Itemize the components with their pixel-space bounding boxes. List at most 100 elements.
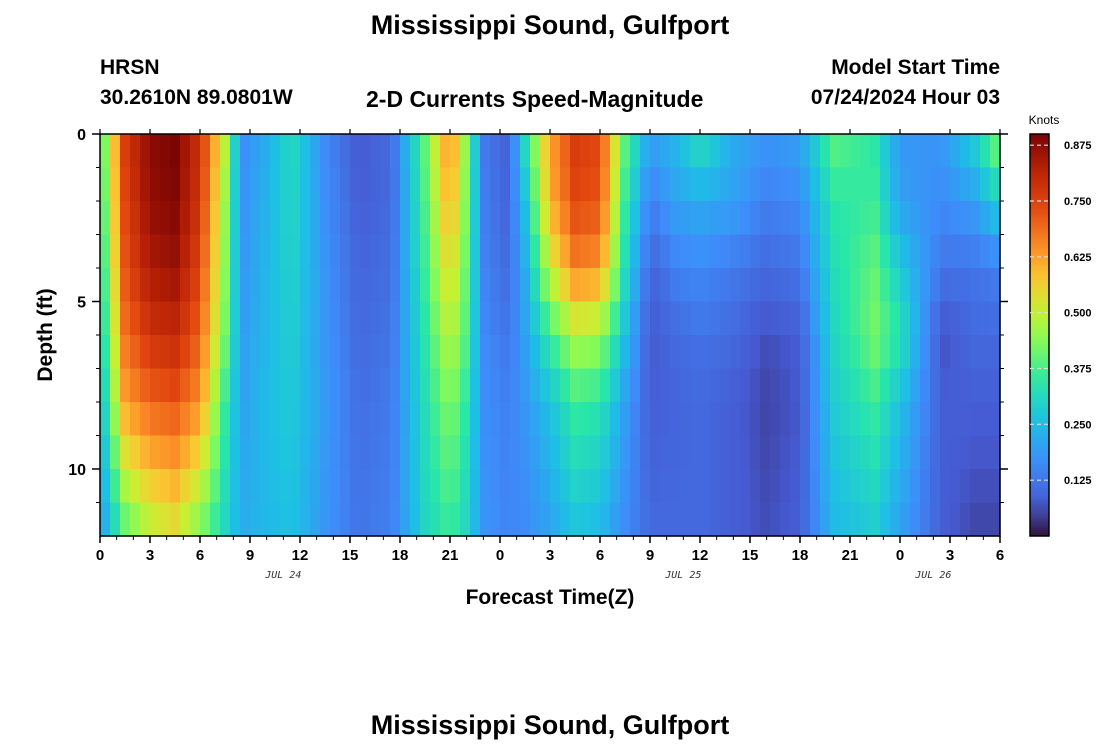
heatmap-cell bbox=[410, 167, 421, 202]
heatmap-cell bbox=[790, 402, 801, 437]
heatmap-cell bbox=[440, 301, 451, 336]
heatmap-cell bbox=[320, 368, 331, 403]
heatmap-cell bbox=[250, 368, 261, 403]
heatmap-cell bbox=[850, 234, 861, 269]
heatmap-cell bbox=[340, 301, 351, 336]
heatmap-cell bbox=[500, 502, 511, 537]
heatmap-cell bbox=[270, 167, 281, 202]
heatmap-cell bbox=[940, 435, 951, 470]
heatmap-cell bbox=[830, 502, 841, 537]
heatmap-cell bbox=[880, 134, 891, 169]
heatmap-cell bbox=[930, 301, 941, 336]
heatmap-cell bbox=[530, 268, 541, 303]
heatmap-cell bbox=[640, 469, 651, 504]
heatmap-cell bbox=[760, 402, 771, 437]
heatmap-cell bbox=[240, 234, 251, 269]
heatmap-cell bbox=[230, 134, 241, 169]
heatmap-cell bbox=[310, 435, 321, 470]
heatmap-cell bbox=[880, 335, 891, 370]
heatmap-cell bbox=[710, 301, 721, 336]
heatmap-cell bbox=[330, 301, 341, 336]
heatmap-cell bbox=[240, 134, 251, 169]
heatmap-cell bbox=[210, 301, 221, 336]
heatmap-cell bbox=[720, 134, 731, 169]
heatmap-cell bbox=[920, 402, 931, 437]
heatmap-cell bbox=[110, 301, 121, 336]
heatmap-cell bbox=[750, 402, 761, 437]
heatmap-cell bbox=[230, 335, 241, 370]
colorbar-label: Knots bbox=[1029, 113, 1060, 127]
heatmap-cell bbox=[840, 368, 851, 403]
heatmap-cell bbox=[300, 201, 311, 236]
heatmap-cell bbox=[930, 335, 941, 370]
heatmap-cell bbox=[740, 167, 751, 202]
heatmap-cell bbox=[810, 368, 821, 403]
colorbar-tick-label: 0.500 bbox=[1064, 308, 1092, 320]
heatmap-cell bbox=[270, 402, 281, 437]
heatmap-cell bbox=[680, 435, 691, 470]
heatmap-cell bbox=[220, 335, 231, 370]
heatmap-cell bbox=[540, 234, 551, 269]
heatmap-cell bbox=[550, 502, 561, 537]
heatmap-cell bbox=[520, 234, 531, 269]
heatmap-cell bbox=[610, 201, 621, 236]
heatmap-cell bbox=[110, 167, 121, 202]
heatmap-cell bbox=[420, 502, 431, 537]
heatmap-cell bbox=[300, 167, 311, 202]
y-tick-label: 0 bbox=[77, 127, 86, 144]
heatmap-cell bbox=[840, 435, 851, 470]
heatmap-cell bbox=[860, 435, 871, 470]
heatmap-cell bbox=[400, 234, 411, 269]
heatmap-cell bbox=[200, 335, 211, 370]
heatmap-cell bbox=[500, 201, 511, 236]
heatmap-cell bbox=[990, 469, 1001, 504]
heatmap-cell bbox=[430, 234, 441, 269]
heatmap-cell bbox=[760, 469, 771, 504]
heatmap-cell bbox=[380, 134, 391, 169]
heatmap-cell bbox=[670, 268, 681, 303]
heatmap-cell bbox=[510, 435, 521, 470]
heatmap-cell bbox=[320, 335, 331, 370]
heatmap-cell bbox=[110, 268, 121, 303]
heatmap-cell bbox=[240, 469, 251, 504]
date-label: JUL 26 bbox=[914, 570, 951, 581]
heatmap-cell bbox=[220, 301, 231, 336]
heatmap-cell bbox=[480, 502, 491, 537]
heatmap-cell bbox=[600, 402, 611, 437]
heatmap-cell bbox=[560, 402, 571, 437]
heatmap-cell bbox=[970, 201, 981, 236]
heatmap-cell bbox=[550, 402, 561, 437]
heatmap-cell bbox=[560, 435, 571, 470]
heatmap-cell bbox=[630, 435, 641, 470]
heatmap-cell bbox=[740, 201, 751, 236]
heatmap-cell bbox=[410, 469, 421, 504]
heatmap-cell bbox=[270, 469, 281, 504]
x-tick-label: 15 bbox=[742, 547, 759, 564]
heatmap-cell bbox=[850, 469, 861, 504]
heatmap-cell bbox=[370, 435, 381, 470]
heatmap-cell bbox=[720, 301, 731, 336]
heatmap-cell bbox=[820, 301, 831, 336]
heatmap-cell bbox=[650, 234, 661, 269]
heatmap-cell bbox=[700, 167, 711, 202]
heatmap-cell bbox=[500, 167, 511, 202]
heatmap-cell bbox=[320, 201, 331, 236]
heatmap-cell bbox=[370, 335, 381, 370]
heatmap-cell bbox=[730, 435, 741, 470]
heatmap-cell bbox=[800, 368, 811, 403]
heatmap-cell bbox=[770, 268, 781, 303]
heatmap-cell bbox=[760, 301, 771, 336]
heatmap-cell bbox=[920, 368, 931, 403]
heatmap-cell bbox=[940, 167, 951, 202]
heatmap-cell bbox=[200, 201, 211, 236]
heatmap-cell bbox=[250, 268, 261, 303]
heatmap-cell bbox=[980, 268, 991, 303]
heatmap-cell bbox=[810, 134, 821, 169]
heatmap-cell bbox=[780, 134, 791, 169]
heatmap-cell bbox=[700, 201, 711, 236]
heatmap-cell bbox=[900, 502, 911, 537]
x-tick-label: 6 bbox=[596, 547, 604, 564]
heatmap-cell bbox=[730, 234, 741, 269]
heatmap-cell bbox=[980, 134, 991, 169]
heatmap-cell bbox=[720, 335, 731, 370]
